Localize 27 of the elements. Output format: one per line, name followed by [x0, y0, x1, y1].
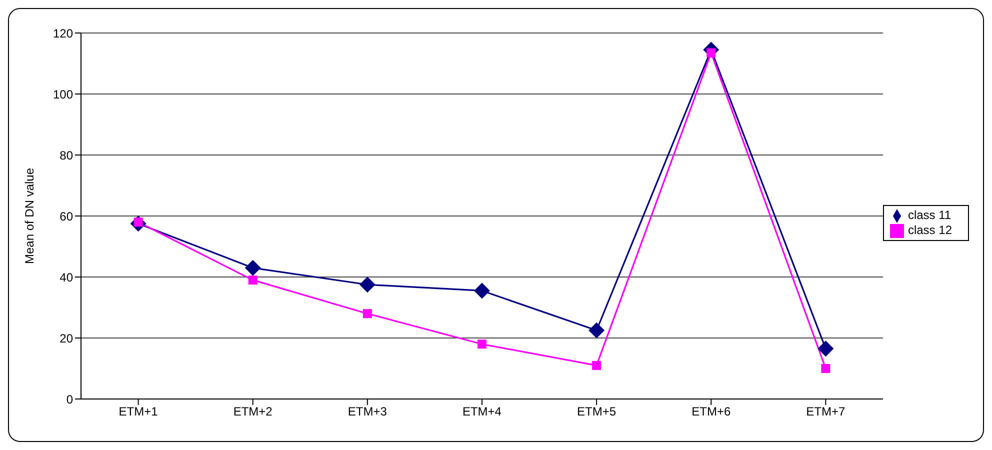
y-tick-label: 100: [52, 87, 74, 102]
x-tick-label: ETM+7: [806, 404, 846, 419]
x-tick-label: ETM+1: [118, 404, 158, 419]
y-tick-label: 60: [60, 209, 74, 224]
point: [244, 260, 261, 276]
y-tick-label: 0: [66, 392, 74, 406]
y-tick-label: 80: [60, 148, 74, 162]
x-tick-label: ETM+4: [462, 404, 502, 419]
y-tick-label: 120: [52, 26, 74, 40]
y-axis-title: Mean of DN value: [22, 168, 36, 264]
legend-label: class 12: [908, 223, 952, 237]
point: [821, 364, 830, 373]
point: [818, 340, 834, 357]
x-tick-label: ETM+3: [348, 404, 388, 419]
point: [362, 309, 372, 318]
point: [359, 276, 376, 293]
point: [474, 282, 490, 299]
point: [588, 322, 605, 338]
y-tick-label: 20: [60, 331, 74, 346]
x-tick-label: ETM+2: [233, 404, 273, 419]
x-tick-label: ETM+6: [692, 404, 731, 419]
legend-label: class 11: [908, 208, 952, 222]
y-tick-label: 40: [60, 270, 74, 284]
point: [248, 276, 258, 285]
x-tick-label: ETM+5: [577, 404, 616, 419]
point: [592, 360, 602, 370]
point: [477, 340, 486, 349]
